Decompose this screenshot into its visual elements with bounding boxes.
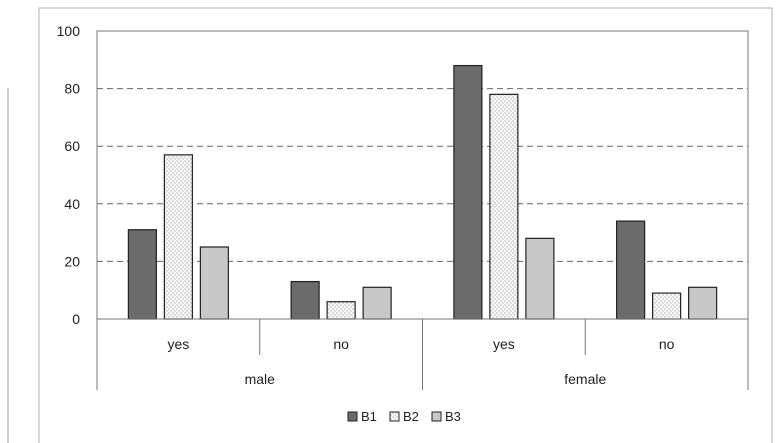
chart-frame — [38, 7, 773, 443]
x-category-label: no — [659, 336, 675, 352]
legend: B1 B2 B3 — [347, 409, 461, 424]
legend-swatch-b2 — [389, 411, 400, 422]
bar-b1-no-1 — [290, 280, 320, 320]
legend-swatch-b3 — [431, 411, 442, 422]
y-tick-label: 20 — [64, 253, 80, 269]
bar-b2-yes-2 — [489, 93, 519, 320]
y-tick-labels: 0 20 40 60 80 100 — [57, 23, 81, 327]
x-category-label: yes — [493, 336, 515, 352]
y-tick-label: 0 — [72, 311, 80, 327]
gridlines — [97, 88, 748, 262]
x-group-label: female — [564, 371, 606, 387]
bar-b1-yes-2 — [453, 64, 483, 320]
x-category-label: no — [333, 336, 349, 352]
y-tick-label: 100 — [57, 23, 81, 39]
y-tick-label: 80 — [64, 81, 80, 97]
bar-b2-no-3 — [652, 292, 682, 320]
legend-label-b1: B1 — [361, 409, 377, 424]
bars — [127, 64, 718, 320]
axes — [96, 30, 749, 390]
bar-b2-yes-0 — [163, 154, 193, 320]
y-tick-label: 60 — [64, 138, 80, 154]
plot-area-border — [96, 30, 749, 320]
x-group-label: male — [245, 371, 276, 387]
y-tick-label: 40 — [64, 196, 80, 212]
bar-b3-yes-0 — [199, 246, 229, 320]
category-labels: yes no yes no male female — [167, 336, 674, 387]
bar-b3-no-3 — [688, 286, 718, 320]
legend-label-b3: B3 — [445, 409, 461, 424]
x-category-label: yes — [167, 336, 189, 352]
legend-label-b2: B2 — [403, 409, 419, 424]
bar-b1-no-3 — [616, 220, 646, 320]
bar-b3-no-1 — [362, 286, 392, 320]
bar-b1-yes-0 — [127, 229, 157, 320]
bar-b2-no-1 — [326, 301, 356, 320]
legend-swatch-b1 — [347, 411, 358, 422]
bar-b3-yes-2 — [525, 237, 555, 320]
